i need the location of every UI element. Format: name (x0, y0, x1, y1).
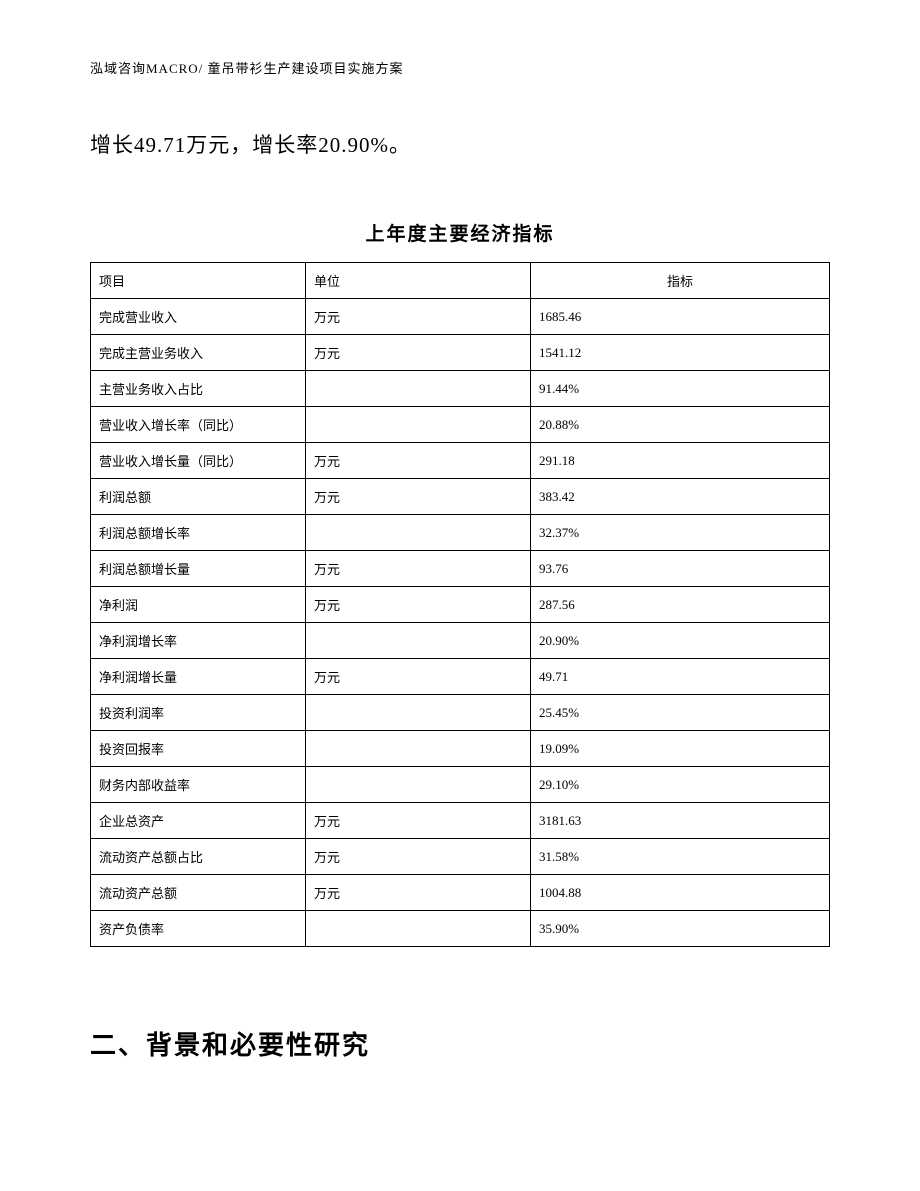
cell-project: 流动资产总额 (91, 875, 306, 911)
table-row: 投资利润率 25.45% (91, 695, 830, 731)
cell-value: 20.88% (531, 407, 830, 443)
table-title: 上年度主要经济指标 (90, 219, 830, 246)
cell-unit: 万元 (306, 803, 531, 839)
economic-indicators-table: 项目 单位 指标 完成营业收入 万元 1685.46 完成主营业务收入 万元 1… (90, 262, 830, 947)
table-row: 利润总额增长率 32.37% (91, 515, 830, 551)
cell-value: 383.42 (531, 479, 830, 515)
table-row: 完成主营业务收入 万元 1541.12 (91, 335, 830, 371)
cell-project: 利润总额 (91, 479, 306, 515)
cell-project: 流动资产总额占比 (91, 839, 306, 875)
cell-value: 29.10% (531, 767, 830, 803)
cell-value: 3181.63 (531, 803, 830, 839)
table-row: 资产负债率 35.90% (91, 911, 830, 947)
table-header-row: 项目 单位 指标 (91, 263, 830, 299)
cell-project: 净利润增长率 (91, 623, 306, 659)
cell-project: 投资利润率 (91, 695, 306, 731)
cell-unit (306, 911, 531, 947)
table-body: 完成营业收入 万元 1685.46 完成主营业务收入 万元 1541.12 主营… (91, 299, 830, 947)
cell-unit (306, 407, 531, 443)
cell-project: 主营业务收入占比 (91, 371, 306, 407)
table-header-project: 项目 (91, 263, 306, 299)
cell-value: 287.56 (531, 587, 830, 623)
table-row: 利润总额 万元 383.42 (91, 479, 830, 515)
cell-value: 49.71 (531, 659, 830, 695)
cell-value: 1541.12 (531, 335, 830, 371)
cell-value: 32.37% (531, 515, 830, 551)
page-header: 泓域咨询MACRO/ 童吊带衫生产建设项目实施方案 (90, 58, 830, 77)
table-row: 净利润增长率 20.90% (91, 623, 830, 659)
cell-unit: 万元 (306, 443, 531, 479)
cell-unit: 万元 (306, 587, 531, 623)
body-paragraph: 增长49.71万元，增长率20.90%。 (90, 129, 830, 159)
cell-project: 资产负债率 (91, 911, 306, 947)
table-header-unit: 单位 (306, 263, 531, 299)
table-row: 投资回报率 19.09% (91, 731, 830, 767)
cell-value: 1685.46 (531, 299, 830, 335)
table-row: 企业总资产 万元 3181.63 (91, 803, 830, 839)
cell-project: 投资回报率 (91, 731, 306, 767)
table-row: 营业收入增长量（同比） 万元 291.18 (91, 443, 830, 479)
table-row: 完成营业收入 万元 1685.46 (91, 299, 830, 335)
cell-unit (306, 623, 531, 659)
cell-project: 净利润增长量 (91, 659, 306, 695)
cell-unit: 万元 (306, 299, 531, 335)
cell-project: 完成营业收入 (91, 299, 306, 335)
cell-project: 营业收入增长量（同比） (91, 443, 306, 479)
cell-value: 35.90% (531, 911, 830, 947)
cell-project: 净利润 (91, 587, 306, 623)
cell-unit: 万元 (306, 551, 531, 587)
cell-value: 1004.88 (531, 875, 830, 911)
cell-value: 20.90% (531, 623, 830, 659)
cell-unit: 万元 (306, 839, 531, 875)
cell-project: 财务内部收益率 (91, 767, 306, 803)
table-row: 净利润增长量 万元 49.71 (91, 659, 830, 695)
cell-value: 19.09% (531, 731, 830, 767)
cell-unit: 万元 (306, 335, 531, 371)
cell-unit: 万元 (306, 479, 531, 515)
cell-value: 91.44% (531, 371, 830, 407)
cell-project: 利润总额增长率 (91, 515, 306, 551)
cell-value: 93.76 (531, 551, 830, 587)
cell-unit (306, 695, 531, 731)
cell-unit (306, 731, 531, 767)
cell-value: 25.45% (531, 695, 830, 731)
cell-value: 291.18 (531, 443, 830, 479)
table-row: 营业收入增长率（同比） 20.88% (91, 407, 830, 443)
table-row: 流动资产总额占比 万元 31.58% (91, 839, 830, 875)
cell-project: 利润总额增长量 (91, 551, 306, 587)
section-heading: 二、背景和必要性研究 (90, 1025, 830, 1062)
cell-unit (306, 371, 531, 407)
cell-unit: 万元 (306, 875, 531, 911)
cell-project: 营业收入增长率（同比） (91, 407, 306, 443)
table-row: 流动资产总额 万元 1004.88 (91, 875, 830, 911)
cell-project: 企业总资产 (91, 803, 306, 839)
cell-project: 完成主营业务收入 (91, 335, 306, 371)
table-row: 利润总额增长量 万元 93.76 (91, 551, 830, 587)
cell-value: 31.58% (531, 839, 830, 875)
table-row: 主营业务收入占比 91.44% (91, 371, 830, 407)
cell-unit: 万元 (306, 659, 531, 695)
cell-unit (306, 767, 531, 803)
table-row: 财务内部收益率 29.10% (91, 767, 830, 803)
cell-unit (306, 515, 531, 551)
table-header-value: 指标 (531, 263, 830, 299)
table-row: 净利润 万元 287.56 (91, 587, 830, 623)
